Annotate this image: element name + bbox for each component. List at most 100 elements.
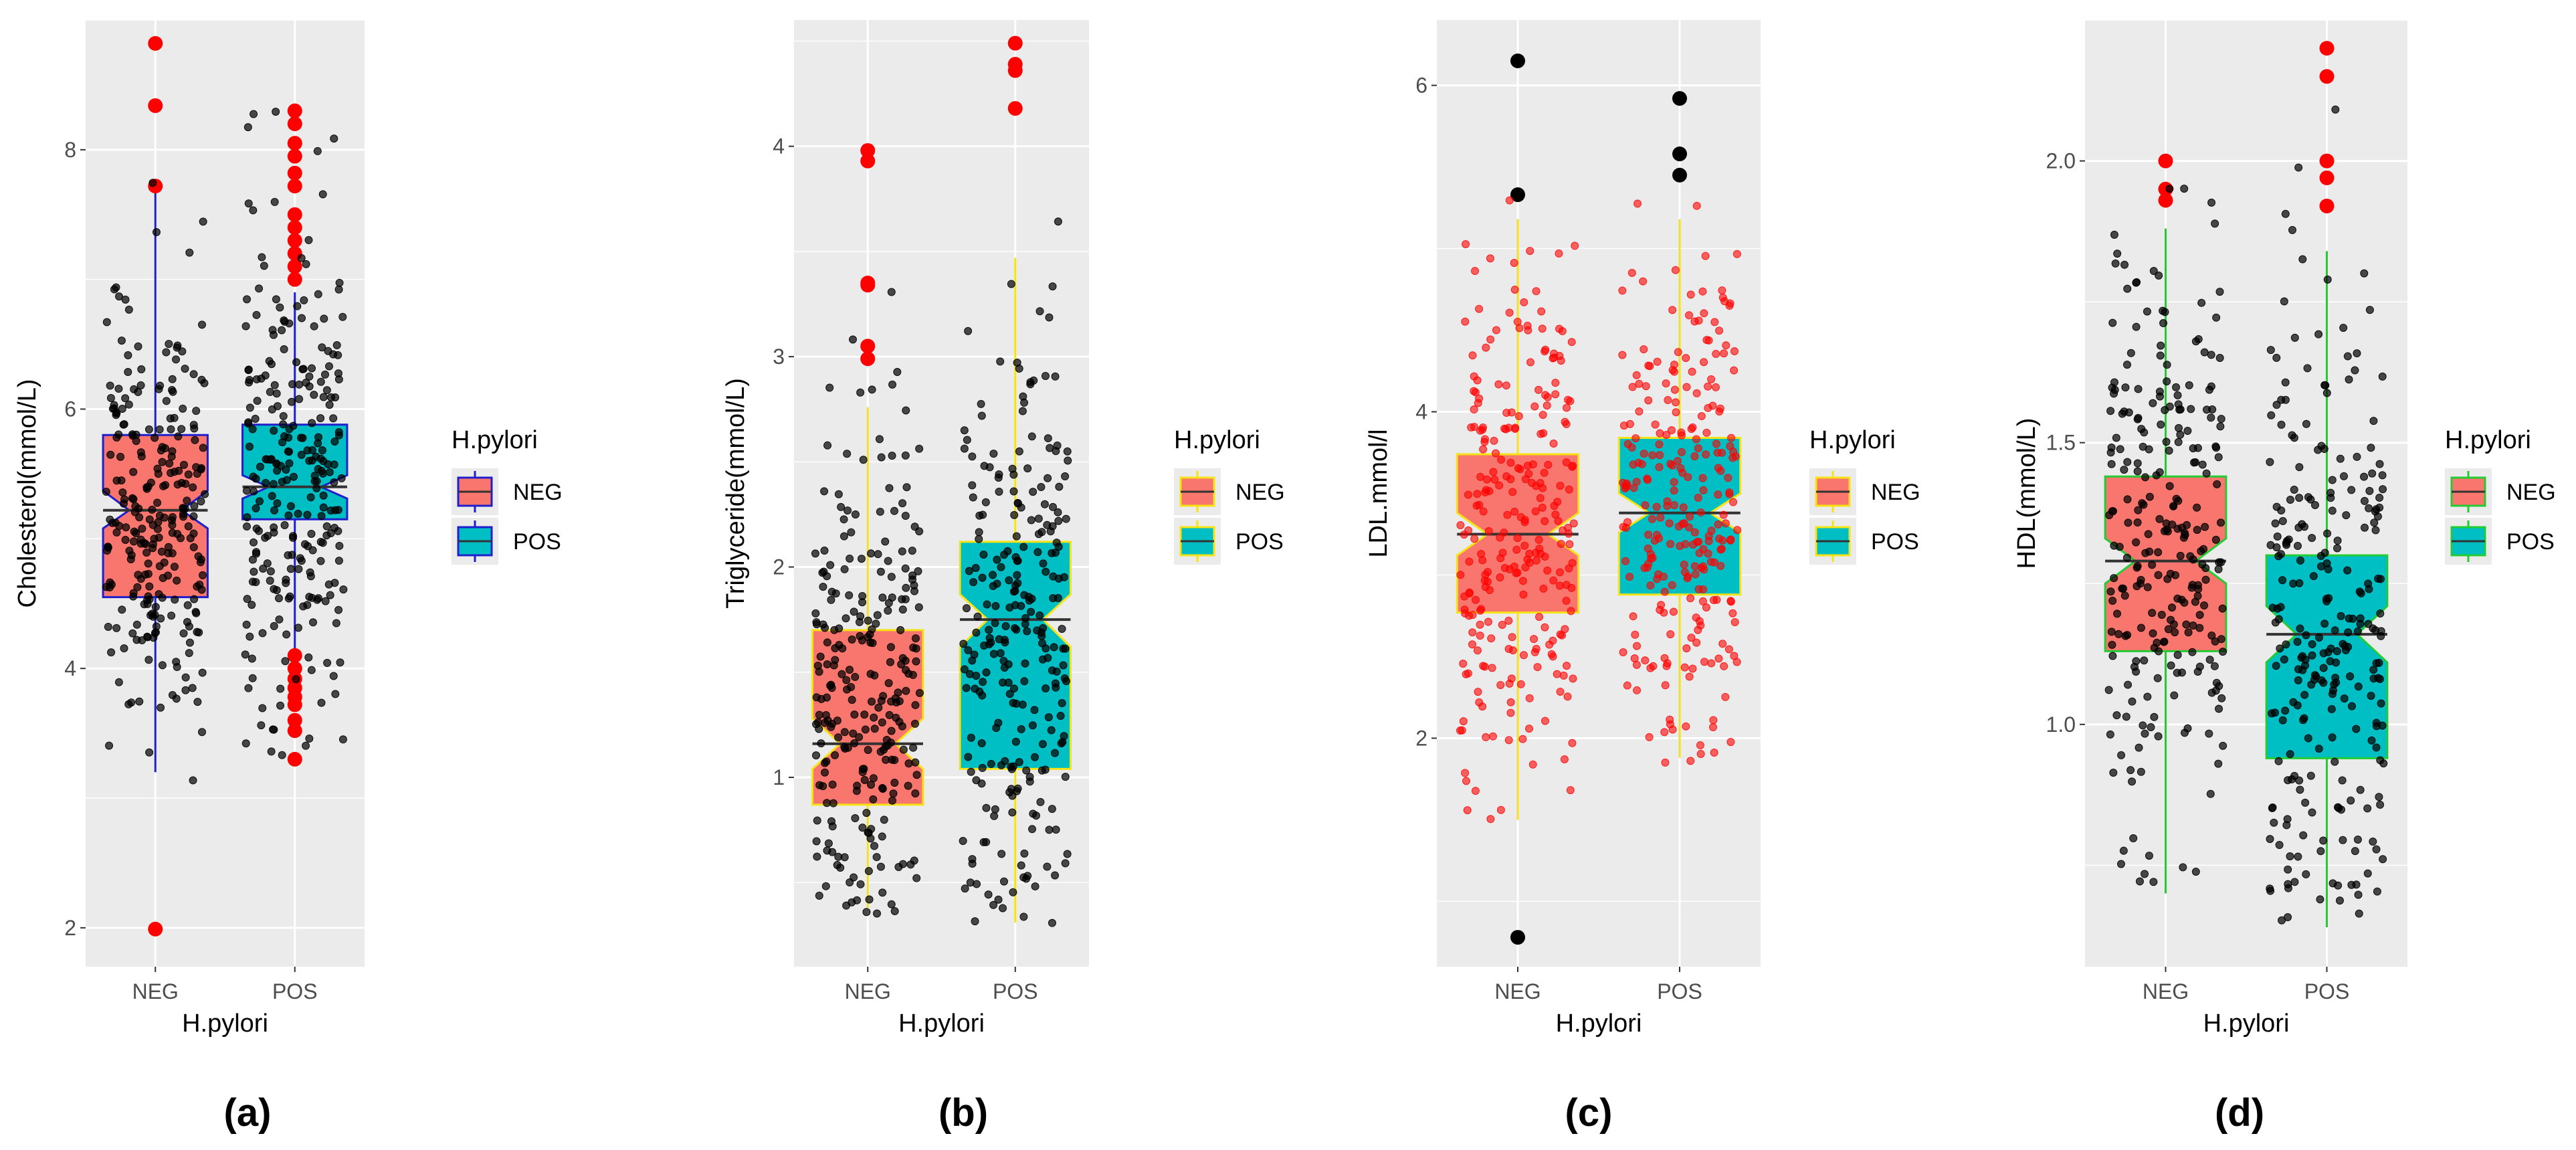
jitter-point — [1061, 773, 1070, 781]
outlier-point — [2319, 198, 2335, 213]
jitter-point — [313, 595, 322, 604]
jitter-point — [1019, 543, 1028, 551]
jitter-point — [1714, 464, 1722, 472]
jitter-point — [247, 654, 256, 663]
jitter-point — [837, 502, 846, 511]
jitter-point — [2154, 571, 2163, 579]
jitter-point — [908, 547, 916, 555]
jitter-point — [910, 581, 918, 590]
jitter-point — [290, 472, 298, 481]
jitter-point — [305, 735, 314, 743]
jitter-point — [332, 341, 341, 350]
jitter-point — [901, 564, 910, 573]
jitter-point — [2110, 230, 2118, 239]
jitter-point — [915, 527, 924, 536]
jitter-point — [2363, 804, 2372, 813]
jitter-point — [881, 537, 890, 546]
jitter-point — [124, 351, 132, 360]
jitter-point — [2266, 458, 2274, 466]
jitter-point — [1549, 576, 1558, 585]
jitter-point — [172, 355, 181, 364]
jitter-point — [970, 650, 979, 659]
jitter-point — [2219, 648, 2227, 656]
jitter-point — [2153, 638, 2161, 647]
jitter-point — [864, 616, 872, 625]
jitter-point — [258, 253, 266, 262]
jitter-point — [995, 487, 1003, 496]
jitter-point — [1470, 405, 1478, 414]
jitter-point — [1623, 681, 1631, 690]
jitter-point — [1052, 539, 1061, 547]
jitter-point — [1644, 531, 1653, 539]
jitter-point — [982, 838, 991, 846]
jitter-point — [307, 529, 316, 538]
jitter-point — [2161, 406, 2169, 415]
jitter-point — [823, 441, 832, 450]
jitter-point — [1682, 383, 1691, 391]
jitter-point — [329, 350, 338, 359]
jitter-point — [2176, 551, 2185, 560]
jitter-point — [2214, 759, 2223, 768]
jitter-point — [1556, 568, 1565, 577]
jitter-point — [851, 510, 860, 518]
y-tick-label: 4 — [64, 656, 76, 680]
jitter-point — [971, 684, 979, 693]
jitter-point — [2212, 678, 2221, 687]
outlier-point — [287, 233, 302, 248]
jitter-point — [2134, 506, 2143, 514]
jitter-point — [1470, 423, 1478, 432]
jitter-point — [1478, 425, 1487, 434]
jitter-point — [2171, 628, 2179, 637]
jitter-point — [2200, 601, 2209, 610]
jitter-point — [151, 603, 160, 611]
jitter-point — [306, 572, 315, 581]
jitter-point — [888, 380, 897, 389]
jitter-point — [815, 668, 823, 676]
jitter-point — [1506, 458, 1515, 467]
jitter-point — [2295, 494, 2304, 502]
jitter-point — [1011, 737, 1020, 746]
jitter-point — [851, 672, 860, 681]
jitter-point — [2369, 666, 2378, 674]
jitter-point — [1488, 664, 1496, 672]
jitter-point — [1484, 527, 1493, 536]
jitter-point — [2375, 493, 2384, 502]
jitter-point — [2175, 405, 2184, 414]
jitter-point — [1513, 317, 1522, 326]
jitter-point — [1725, 301, 1734, 310]
jitter-point — [1699, 486, 1708, 494]
jitter-point — [886, 643, 895, 652]
jitter-point — [821, 882, 830, 890]
jitter-point — [181, 365, 189, 373]
jitter-point — [2141, 729, 2149, 738]
jitter-point — [1479, 507, 1488, 516]
jitter-point — [1720, 349, 1728, 358]
jitter-point — [1661, 681, 1670, 690]
jitter-point — [330, 579, 339, 587]
jitter-point — [888, 593, 896, 602]
jitter-point — [878, 593, 887, 602]
jitter-point — [1619, 421, 1628, 430]
jitter-point — [1060, 674, 1069, 682]
jitter-point — [1732, 250, 1741, 258]
jitter-point — [1513, 534, 1522, 543]
jitter-point — [270, 725, 278, 734]
jitter-point — [2379, 485, 2387, 494]
jitter-point — [1715, 407, 1724, 416]
jitter-point — [2374, 674, 2383, 682]
jitter-point — [1670, 367, 1678, 376]
jitter-point — [338, 735, 347, 744]
jitter-point — [2207, 413, 2215, 422]
jitter-point — [1473, 490, 1482, 498]
jitter-point — [1647, 554, 1656, 563]
jitter-point — [2155, 514, 2164, 523]
jitter-point — [148, 544, 157, 553]
jitter-point — [911, 700, 920, 709]
jitter-point — [2114, 630, 2123, 638]
jitter-point — [843, 450, 852, 458]
jitter-point — [979, 678, 987, 686]
jitter-point — [1005, 576, 1013, 585]
jitter-point — [2212, 444, 2221, 452]
jitter-point — [144, 559, 153, 568]
